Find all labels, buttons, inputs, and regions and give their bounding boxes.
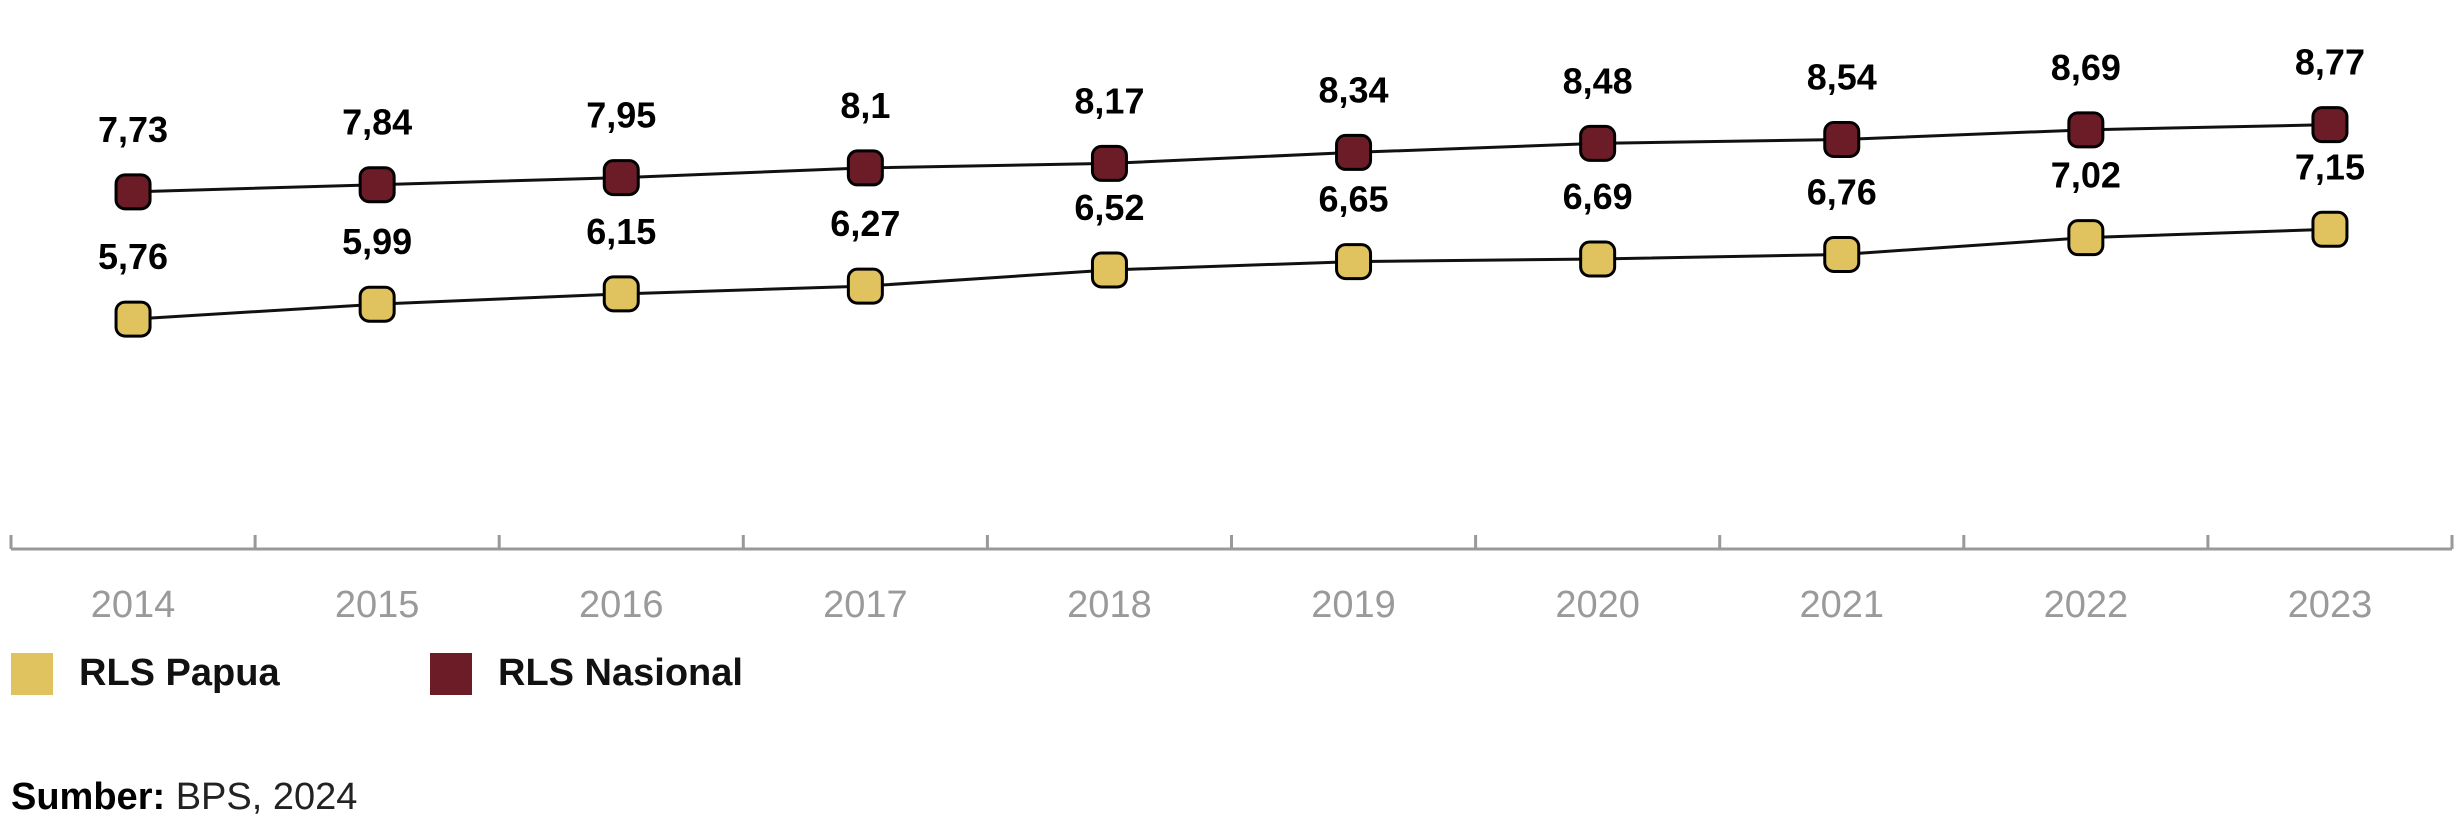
x-tick-label: 2019 xyxy=(1311,584,1396,626)
data-label: 7,73 xyxy=(98,109,168,150)
data-label: 8,77 xyxy=(2295,42,2365,83)
data-label: 6,69 xyxy=(1563,176,1633,217)
data-point xyxy=(1823,235,1861,273)
data-label: 8,48 xyxy=(1563,60,1633,101)
data-point xyxy=(1090,144,1128,182)
x-tick-label: 2015 xyxy=(335,584,420,626)
series-line-1 xyxy=(133,123,2330,194)
data-label: 6,52 xyxy=(1074,187,1144,228)
x-tick-label: 2022 xyxy=(2044,584,2129,626)
data-point xyxy=(2067,219,2105,257)
data-label: 8,54 xyxy=(1807,57,1877,98)
data-point xyxy=(846,267,884,305)
data-point xyxy=(2311,106,2349,144)
data-point xyxy=(602,275,640,313)
data-label: 6,15 xyxy=(586,211,656,252)
x-tick-label: 2016 xyxy=(579,584,664,626)
data-label: 8,69 xyxy=(2051,47,2121,88)
legend-swatch-nasional xyxy=(430,652,472,695)
data-point xyxy=(358,285,396,323)
series-line-0 xyxy=(132,227,2331,321)
data-point xyxy=(602,159,640,197)
data-label: 8,17 xyxy=(1074,80,1144,121)
legend-label: RLS Nasional xyxy=(498,652,743,694)
data-label: 6,76 xyxy=(1807,171,1877,212)
x-tick-label: 2021 xyxy=(1799,584,1884,626)
data-label: 6,65 xyxy=(1319,179,1389,220)
data-label: 7,84 xyxy=(342,102,412,143)
x-tick-label: 2014 xyxy=(91,584,176,626)
x-tick-label: 2023 xyxy=(2288,584,2373,626)
data-label: 5,99 xyxy=(342,221,412,262)
data-label: 7,02 xyxy=(2051,155,2121,196)
data-point xyxy=(846,149,884,187)
data-point xyxy=(2311,210,2349,248)
x-tick-label: 2017 xyxy=(823,584,908,626)
legend-item-rls-nasional: RLS Nasional xyxy=(430,652,743,695)
data-label: 8,34 xyxy=(1319,69,1389,110)
source-note: Sumber: BPS, 2024 xyxy=(11,776,357,819)
data-label: 6,27 xyxy=(830,203,900,244)
data-point xyxy=(1335,133,1373,171)
source-text: BPS, 2024 xyxy=(165,776,358,818)
data-label: 7,15 xyxy=(2295,146,2365,187)
legend-label: RLS Papua xyxy=(79,652,280,694)
data-point xyxy=(1090,251,1128,289)
data-label: 5,76 xyxy=(98,236,168,277)
data-point xyxy=(114,173,152,211)
line-chart: 2014 2015 2016 2017 2018 2019 2020 2021 2022 2023… xyxy=(9,42,2454,626)
data-point xyxy=(1823,121,1861,159)
x-tick-label: 2020 xyxy=(1555,584,1640,626)
x-tick-label: 2018 xyxy=(1067,584,1152,626)
source-label: Sumber: xyxy=(11,776,166,818)
data-point xyxy=(358,166,396,204)
data-label: 8,1 xyxy=(840,85,890,126)
data-point xyxy=(1579,124,1617,162)
legend-item-rls-papua: RLS Papua xyxy=(11,652,280,695)
data-point xyxy=(1579,240,1617,278)
data-point xyxy=(2067,111,2105,149)
data-point xyxy=(1335,243,1373,281)
legend-swatch-papua xyxy=(11,652,53,695)
data-point xyxy=(114,300,152,338)
data-label: 7,95 xyxy=(586,95,656,136)
